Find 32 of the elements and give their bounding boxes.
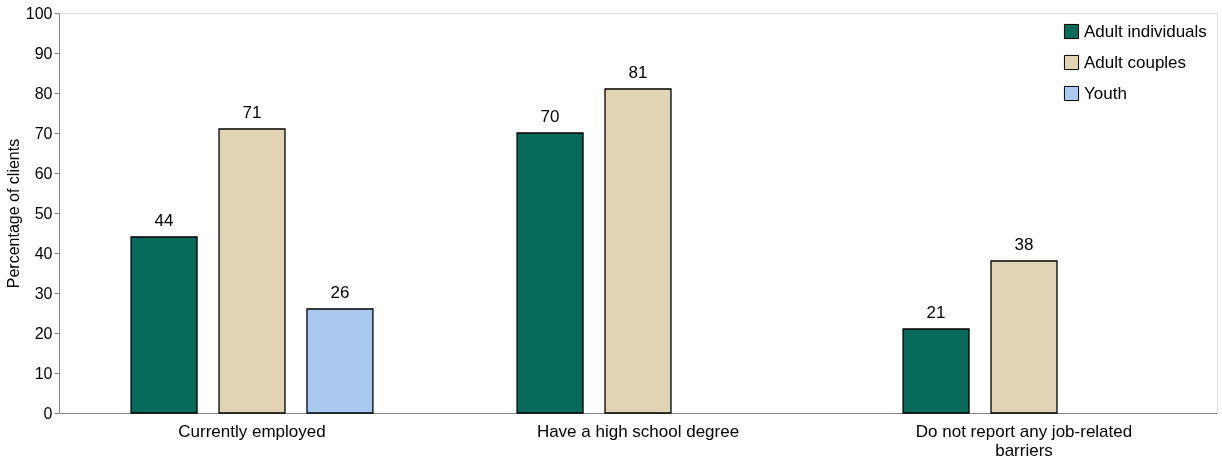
x-tick-label: Currently employed <box>178 421 326 441</box>
y-tick-label: 90 <box>34 44 53 62</box>
legend-label: Adult individuals <box>1084 21 1207 41</box>
y-tick-label: 20 <box>34 324 53 342</box>
data-label: 38 <box>1014 235 1034 254</box>
bar <box>516 132 584 414</box>
y-tick-label: 70 <box>34 124 53 142</box>
y-tick-label: 100 <box>25 4 53 22</box>
x-tick-label: Have a high school degree <box>536 421 740 441</box>
y-tick-label: 30 <box>34 284 53 302</box>
y-tick-label: 0 <box>43 404 53 422</box>
bar <box>990 260 1058 414</box>
y-tick-label: 80 <box>34 84 53 102</box>
data-label: 81 <box>628 63 648 82</box>
data-label: 70 <box>540 107 560 126</box>
y-axis-title: Percentage of clients <box>4 138 22 289</box>
bar <box>306 308 374 414</box>
y-tick-label: 10 <box>34 364 53 382</box>
data-label: 21 <box>926 303 946 322</box>
bar <box>130 236 198 414</box>
legend-label: Youth <box>1084 83 1127 103</box>
legend-label: Adult couples <box>1084 52 1187 72</box>
data-label: 71 <box>242 103 262 122</box>
data-label: 26 <box>330 283 350 302</box>
y-tick-label: 60 <box>34 164 53 182</box>
bar <box>218 128 286 414</box>
data-label: 44 <box>154 211 174 230</box>
bar <box>604 88 672 414</box>
x-tick-label: Do not report any job-related barriers <box>915 421 1133 460</box>
bar <box>902 328 970 414</box>
y-tick-label: 40 <box>34 244 53 262</box>
y-tick-label: 50 <box>34 204 53 222</box>
